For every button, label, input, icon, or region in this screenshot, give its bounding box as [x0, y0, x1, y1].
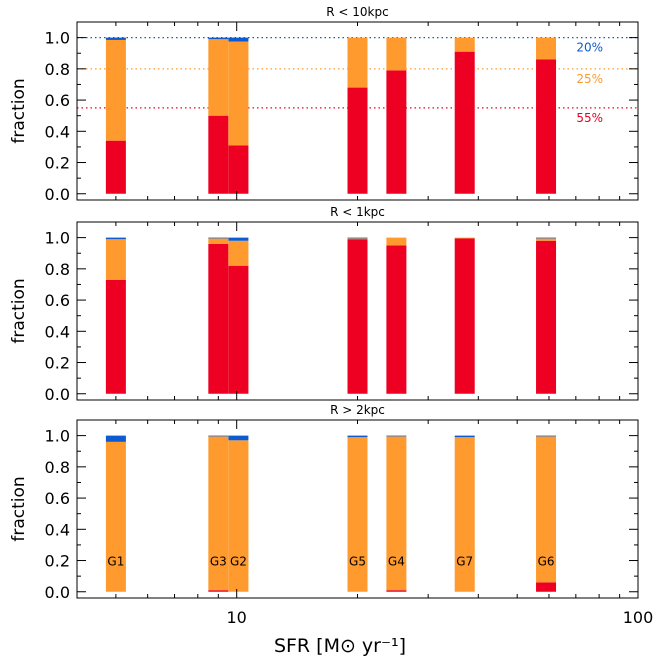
galaxy-label-G2: G2 [230, 555, 247, 569]
y-tick-label: 0.6 [45, 91, 70, 110]
y-tick-label: 1.0 [45, 229, 70, 248]
bar-G3-blue [208, 435, 229, 437]
bar-G5-red [347, 239, 368, 394]
bar-G7-orange [454, 237, 475, 239]
bar-G5-red [347, 87, 368, 194]
bar-G1-red [105, 140, 126, 194]
bar-G7-red [454, 238, 475, 394]
bar-G7-blue [454, 435, 475, 438]
bar-G7-orange [454, 37, 475, 52]
bar-G6-red [536, 582, 557, 592]
bar-G3-orange [208, 238, 229, 244]
bar-G6-orange [536, 238, 557, 241]
galaxy-label-G3: G3 [210, 555, 227, 569]
bar-G7-orange [454, 437, 475, 592]
bar-G2-blue [228, 237, 249, 241]
panel-1: 20% 25% 55% 0.0 0.2 0.4 0.6 0.8 1.0 R < 10kpc frac… [9, 5, 639, 204]
bar-G1-blue [105, 37, 126, 40]
y-axis-label: fraction [9, 78, 29, 143]
bar-G1-orange [105, 441, 126, 592]
bar-G5-orange [347, 437, 368, 592]
y-tick-label: 0.6 [45, 489, 70, 508]
y-tick-label: 0.0 [45, 583, 70, 602]
y-tick-label: 0.2 [45, 354, 70, 373]
bar-G4-blue [386, 435, 407, 437]
bar-G2-blue [228, 37, 249, 42]
y-tick-label: 0.2 [45, 154, 70, 173]
reference-line-label: 25% [576, 72, 603, 86]
galaxy-label-G7: G7 [456, 555, 473, 569]
bar-G3-red [208, 115, 229, 194]
bar-G2-orange [228, 440, 249, 592]
bar-G1-blue [105, 435, 126, 442]
y-axis-label: fraction [9, 278, 29, 343]
bar-G7-red [454, 51, 475, 194]
bar-G3-orange [208, 39, 229, 116]
bar-G6-red [536, 59, 557, 194]
panel-title: R > 2kpc [330, 403, 385, 417]
y-tick-label: 1.0 [45, 29, 70, 48]
y-tick-label: 0.0 [45, 185, 70, 204]
bar-G6-blue [536, 435, 557, 437]
bar-G2-red [228, 265, 249, 394]
bar-G2-orange [228, 41, 249, 146]
bar-G4-red [386, 245, 407, 394]
bar-G5-orange [347, 37, 368, 88]
bar-G3-red [208, 243, 229, 394]
y-tick-label: 0.4 [45, 322, 70, 341]
bar-G2-red [228, 145, 249, 194]
bar-G1-red [105, 279, 126, 394]
bar-G5-orange [347, 238, 368, 240]
galaxy-label-G6: G6 [538, 555, 555, 569]
bar-G2-blue [228, 435, 249, 441]
reference-line-label: 20% [576, 41, 603, 55]
bar-G6-orange [536, 436, 557, 583]
x-tick-label: 10 [227, 608, 247, 627]
galaxy-label-G5: G5 [349, 555, 366, 569]
bar-G3-red [208, 590, 229, 592]
bar-G4-orange [386, 37, 407, 71]
galaxy-label-G1: G1 [107, 555, 124, 569]
bar-G4-red [386, 70, 407, 194]
chart-panels: 20% 25% 55% 0.0 0.2 0.4 0.6 0.8 1.0 R < 10kpc frac… [9, 5, 653, 627]
y-tick-label: 0.4 [45, 520, 70, 539]
bar-G6-orange [536, 37, 557, 60]
bar-G4-orange [386, 237, 407, 246]
bar-G6-blue [536, 237, 557, 239]
panel-title: R < 10kpc [326, 5, 388, 19]
x-axis-label: SFR [M⊙ yr⁻¹] [274, 635, 406, 657]
reference-line-label: 55% [576, 111, 603, 125]
bar-G6-red [536, 240, 557, 394]
galaxy-label-G4: G4 [388, 555, 405, 569]
y-tick-label: 0.2 [45, 552, 70, 571]
bar-G4-orange [386, 436, 407, 591]
y-tick-label: 0.6 [45, 291, 70, 310]
bar-G1-blue [105, 237, 126, 240]
bar-G1-orange [105, 239, 126, 280]
panel-2: 0.0 0.2 0.4 0.6 0.8 1.0 R < 1kpc fraction [9, 205, 639, 404]
panel-title: R < 1kpc [330, 205, 385, 219]
bar-G3-blue [208, 237, 229, 239]
bar-G3-orange [208, 436, 229, 591]
bar-G5-blue [347, 435, 368, 438]
y-tick-label: 0.4 [45, 122, 70, 141]
y-tick-label: 1.0 [45, 427, 70, 446]
y-axis-label: fraction [9, 476, 29, 541]
panel-3: G1 G3 G2 G5 G4 G7 G6 0.0 0.2 0.4 0.6 0.8 1.0 R > 2kpc… [9, 403, 653, 627]
y-tick-label: 0.8 [45, 60, 70, 79]
bar-G2-orange [228, 240, 249, 266]
bar-G3-blue [208, 37, 229, 40]
bar-G4-red [386, 590, 407, 592]
bar-G1-orange [105, 39, 126, 141]
y-tick-label: 0.8 [45, 458, 70, 477]
y-tick-label: 0.0 [45, 385, 70, 404]
y-tick-label: 0.8 [45, 260, 70, 279]
bar-G5-blue [347, 237, 368, 239]
x-tick-label: 100 [623, 608, 654, 627]
